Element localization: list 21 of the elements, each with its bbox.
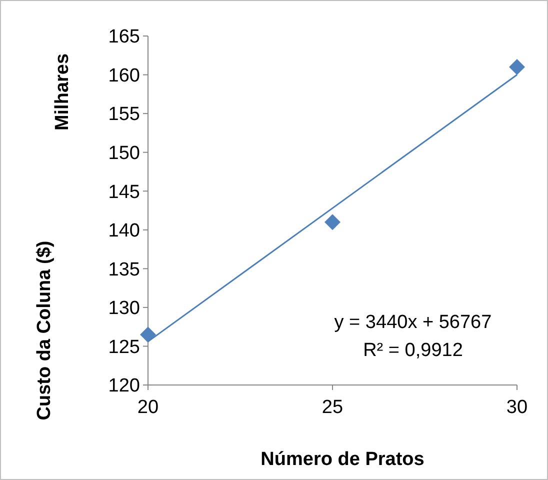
y-tick-label: 155 [108,104,140,126]
annotation: y = 3440x + 56767 [334,312,492,333]
x-tick-label: 20 [137,397,159,418]
x-tick-label: 25 [322,397,344,418]
y-tick-label: 150 [108,142,140,164]
text: Milhares [52,53,73,131]
point [509,59,525,76]
y-tick-label: 135 [108,259,140,280]
y-tick-label: 130 [108,298,140,320]
y-tick-label: 160 [108,65,140,86]
y-axis-title: Custo da Coluna ($) [34,240,55,420]
x-tick-label: 30 [506,397,528,418]
annotation: R² = 0,9912 [363,340,463,361]
y-tick-label: 140 [108,220,140,242]
x-axis-title: Número de Pratos [260,449,424,470]
y-tick-label: 125 [108,336,140,358]
y-tick-label: 165 [108,26,140,48]
point [324,214,340,230]
point [140,326,156,343]
y-tick-label: 145 [108,182,140,203]
y-tick-label: 120 [108,376,140,397]
